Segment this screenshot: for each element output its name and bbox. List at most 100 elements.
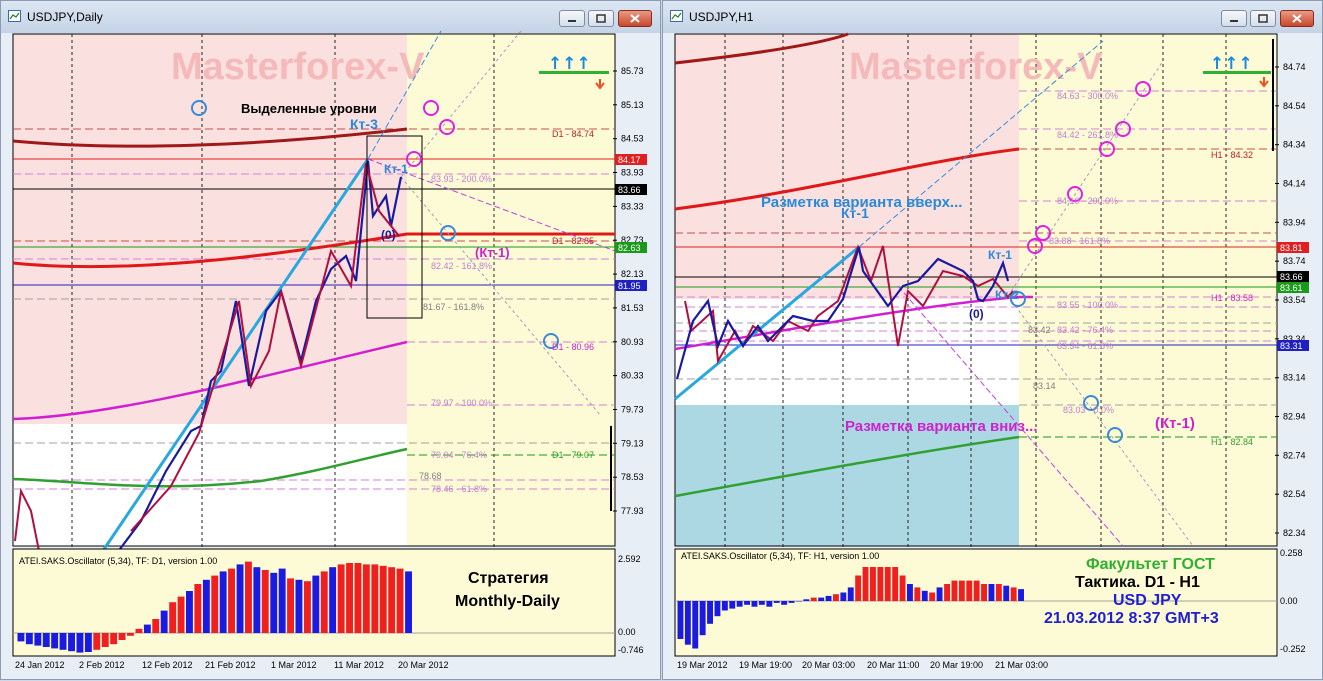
up-arrows-icon: ↑↑↑: [548, 54, 591, 74]
oscillator-bar: [127, 633, 134, 636]
down-arrow-icon: [1259, 77, 1269, 88]
left-price-chart[interactable]: Masterforex-V: [1, 1, 662, 681]
price-tick: 80.93: [621, 337, 644, 347]
close-button[interactable]: [1280, 10, 1314, 27]
level-label: 83.14: [1033, 381, 1056, 391]
oscillator-bar: [346, 563, 353, 633]
price-tick: 85.13: [621, 100, 644, 110]
oscillator-label: ATEI.SAKS.Oscillator (5,34), TF: H1, ver…: [681, 551, 879, 561]
level-label: 84.63 - 300.0%: [1057, 91, 1118, 101]
kt1-paren-label: (Кт-1): [475, 245, 510, 260]
price-tick: 83.74: [1283, 256, 1306, 266]
oscillator-bar: [219, 571, 227, 633]
level-label: 84.10 - 200.0%: [1057, 196, 1118, 206]
oscillator-bar: [101, 633, 109, 647]
minimize-button[interactable]: [559, 10, 585, 27]
price-tick: 83.14: [1283, 373, 1306, 383]
oscillator-bar: [245, 561, 252, 633]
price-tick: 77.93: [621, 506, 644, 516]
oscillator-bar: [143, 624, 151, 633]
oscillator-bar: [721, 601, 728, 611]
date-label: 20 Mar 2012: [398, 660, 449, 670]
price-label-box: [615, 280, 647, 291]
maximize-button[interactable]: [588, 10, 614, 27]
oscillator-bar: [261, 570, 269, 633]
left-title-bar[interactable]: USDJPY,Daily: [1, 1, 660, 33]
level-label: 83.93 - 200.0%: [431, 174, 492, 184]
price-tick: 82.13: [621, 269, 644, 279]
level-label: 79.97 - 100.0%: [431, 398, 492, 408]
faculty-label: Факультет ГОСТ: [1086, 556, 1215, 573]
highlighted-levels-label: Выделенные уровни: [241, 101, 377, 116]
oscillator-bar: [169, 602, 177, 633]
price-label-box: [1277, 242, 1309, 253]
level-label: 83.34 - 61.8%: [1057, 341, 1113, 351]
kt1-label: Кт-1: [841, 205, 869, 221]
yellow-zone: [407, 34, 615, 546]
kt3-label: Кт-3: [350, 116, 378, 132]
price-tick: 82.54: [1283, 489, 1306, 499]
right-title-bar[interactable]: USDJPY,H1: [663, 1, 1322, 33]
oscillator-label: ATEI.SAKS.Oscillator (5,34), TF: D1, ver…: [19, 556, 217, 566]
oscillator-bar: [59, 633, 67, 650]
date-label: 19 Mar 2012: [677, 660, 728, 670]
oscillator-bar: [287, 578, 294, 633]
price-tick: 84.34: [1283, 140, 1306, 150]
oscillator-bar: [152, 619, 160, 633]
date-label: 21 Mar 03:00: [995, 660, 1048, 670]
price-tick: 79.13: [621, 438, 644, 448]
blue-zone: [675, 405, 1019, 546]
oscillator-bar: [278, 568, 286, 633]
watermark: Masterforex-V: [171, 46, 425, 88]
maximize-button[interactable]: [1250, 10, 1276, 27]
price-label-box: [615, 154, 647, 165]
osc-tick: 2.592: [618, 554, 641, 564]
oscillator-bar: [396, 568, 404, 633]
oscillator-bar: [51, 633, 59, 649]
up-arrows-icon: ↑↑↑: [1210, 54, 1253, 74]
osc-tick: -0.746: [618, 645, 644, 655]
right-price-chart[interactable]: Masterforex-V: [663, 1, 1323, 681]
price-tick: 84.74: [1283, 62, 1306, 72]
price-tick: 82.34: [1283, 528, 1306, 538]
price-label-box: [1277, 340, 1309, 351]
price-label: 81.95: [618, 281, 641, 291]
minimize-button[interactable]: [1221, 10, 1247, 27]
price-tick: 83.94: [1283, 217, 1306, 227]
oscillator-bar: [862, 567, 869, 601]
oscillator-bar: [1018, 589, 1024, 601]
price-tick: 78.53: [621, 472, 644, 482]
oscillator-bar: [34, 633, 42, 646]
watermark: Masterforex-V: [849, 46, 1103, 88]
price-label: 83.66: [1280, 272, 1303, 282]
oscillator-bar: [379, 565, 387, 633]
osc-tick: 0.258: [1280, 548, 1303, 558]
pink-zone: [13, 34, 407, 424]
price-label-box: [1277, 271, 1309, 282]
oscillator-bar: [677, 601, 684, 639]
oscillator-bar: [405, 571, 412, 633]
oscillator-bar: [118, 633, 126, 640]
date-label: 24 Jan 2012: [15, 660, 65, 670]
price-tick: 81.53: [621, 303, 644, 313]
strategy-label: Monthly-Daily: [455, 593, 560, 610]
close-button[interactable]: [618, 10, 652, 27]
level-label: 81.67 - 161.8%: [423, 302, 484, 312]
datetime-label: 21.03.2012 8:37 GMT+3: [1044, 610, 1219, 627]
oscillator-bar: [76, 633, 84, 653]
oscillator-bar: [93, 633, 101, 650]
left-chart-window[interactable]: USDJPY,Daily Masterforex-V: [0, 0, 661, 680]
oscillator-bar: [758, 601, 765, 605]
price-label-box: [615, 184, 647, 195]
price-tick: 83.33: [621, 201, 644, 211]
level-label: 83.55 - 100.0%: [1057, 300, 1118, 310]
price-label: 83.66: [618, 185, 641, 195]
level-label: 79.04 - 76.4%: [431, 450, 487, 460]
oscillator-bar: [744, 601, 750, 605]
level-label: 83.88 - 161.8%: [1049, 236, 1110, 246]
pink-zone: [675, 34, 1019, 299]
date-label: 12 Feb 2012: [142, 660, 193, 670]
kt1-label: Кт-1: [384, 162, 408, 176]
oscillator-bar: [236, 564, 244, 633]
right-chart-window[interactable]: USDJPY,H1 Masterforex-V: [662, 0, 1323, 680]
